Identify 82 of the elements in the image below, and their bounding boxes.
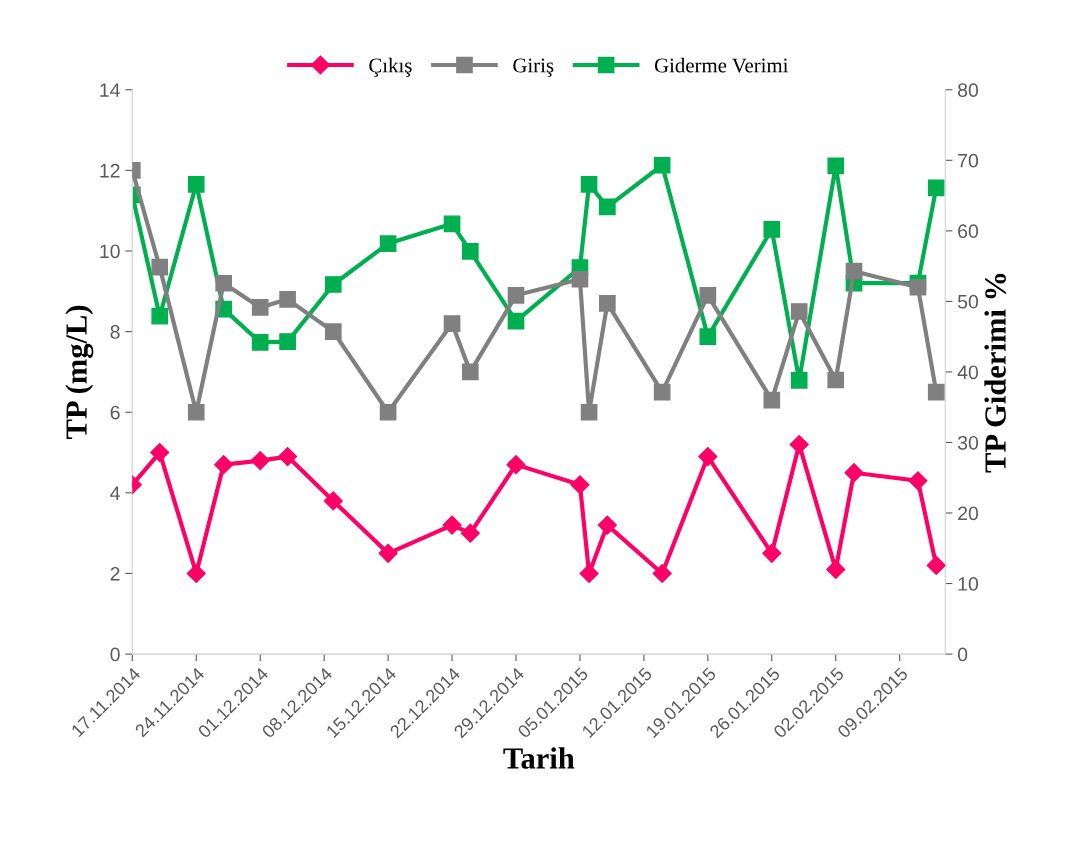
y2-tick-label: 10 xyxy=(958,577,979,591)
point xyxy=(250,451,270,471)
point xyxy=(845,262,863,280)
y2-tick-label: 40 xyxy=(957,365,979,380)
point xyxy=(378,543,398,563)
y2-tick-label: 0 xyxy=(957,647,968,662)
point xyxy=(187,403,205,421)
point xyxy=(379,235,397,252)
point xyxy=(507,312,525,330)
point xyxy=(251,333,269,351)
point xyxy=(571,270,589,288)
point xyxy=(653,156,671,174)
y2-tick-label: 50 xyxy=(957,294,979,309)
point xyxy=(186,563,206,583)
point xyxy=(187,175,205,193)
y-tick-label: 0 xyxy=(110,647,120,662)
point xyxy=(460,523,480,543)
y-tick-label: 10 xyxy=(100,244,120,259)
point xyxy=(908,471,928,491)
point xyxy=(324,276,342,293)
legend-label: Çıkış xyxy=(369,57,412,77)
point xyxy=(698,447,718,467)
point xyxy=(279,333,296,350)
y-tick-label: 8 xyxy=(110,325,120,339)
y2-tick-label: 60 xyxy=(958,224,979,239)
point xyxy=(827,157,845,175)
point xyxy=(151,307,169,325)
point xyxy=(844,463,864,483)
point xyxy=(599,295,616,312)
y-tick-label: 6 xyxy=(110,405,120,420)
point xyxy=(214,455,234,475)
point xyxy=(653,383,671,401)
point xyxy=(790,303,808,320)
y-tick-label: 12 xyxy=(100,163,120,178)
point xyxy=(579,563,599,583)
point xyxy=(215,274,232,292)
y2-axis-title: TP Giderimi % xyxy=(984,273,1006,473)
point xyxy=(580,403,598,421)
point xyxy=(151,258,169,276)
point xyxy=(507,287,525,304)
point xyxy=(278,447,298,467)
point xyxy=(763,221,781,238)
legend-label: Giriş xyxy=(513,58,554,77)
point xyxy=(926,555,946,575)
point xyxy=(443,215,461,233)
point xyxy=(699,328,717,345)
point xyxy=(927,383,945,401)
point xyxy=(150,443,170,463)
point xyxy=(827,371,845,389)
point xyxy=(379,403,397,421)
point xyxy=(790,372,808,389)
point xyxy=(461,242,479,260)
point xyxy=(826,559,846,579)
point xyxy=(652,563,672,583)
y-tick-label: 4 xyxy=(110,486,120,500)
point xyxy=(506,455,526,475)
point xyxy=(599,198,616,216)
y2-tick-label: 20 xyxy=(958,506,979,521)
point xyxy=(251,299,269,316)
point xyxy=(461,363,479,381)
point xyxy=(762,543,782,563)
x-axis-title: Tarih xyxy=(503,747,575,769)
point xyxy=(763,391,781,409)
point xyxy=(442,515,462,535)
point xyxy=(597,515,617,535)
y2-tick-label: 80 xyxy=(958,83,979,98)
y2-tick-label: 70 xyxy=(958,153,979,168)
point xyxy=(789,434,809,455)
y-tick-label: 14 xyxy=(100,83,120,97)
point xyxy=(324,323,342,340)
point xyxy=(909,278,927,296)
point xyxy=(570,475,590,495)
point xyxy=(443,315,461,332)
point xyxy=(279,291,296,308)
point xyxy=(323,491,343,511)
point xyxy=(699,287,717,304)
y2-tick-label: 30 xyxy=(957,435,979,450)
y-axis-title: TP (mg/L) xyxy=(65,305,94,439)
legend-label: Giderme Verimi xyxy=(654,57,789,73)
y-tick-label: 2 xyxy=(110,566,120,581)
point xyxy=(927,179,945,197)
point xyxy=(580,175,598,193)
